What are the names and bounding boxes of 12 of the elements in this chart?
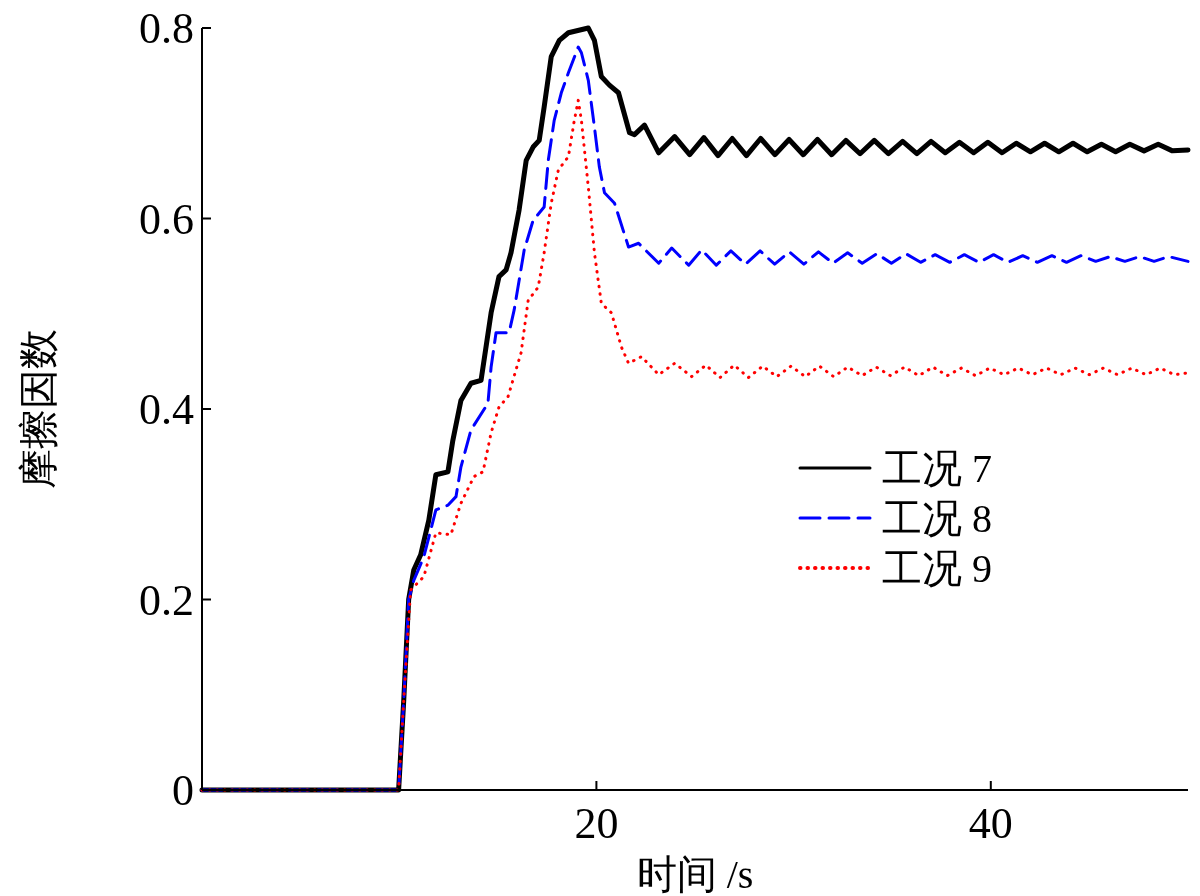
legend-label: 工况 8	[882, 496, 992, 541]
y-tick-label: 0.8	[139, 4, 194, 53]
y-tick-label: 0	[172, 766, 194, 815]
x-axis-title: 时间 /s	[636, 852, 754, 896]
y-tick-label: 0.6	[139, 194, 194, 244]
x-tick-label: 20	[574, 799, 619, 848]
y-tick-label: 0.4	[139, 385, 194, 434]
legend-label: 工况 9	[882, 546, 992, 591]
y-tick-label: 0.2	[139, 575, 194, 625]
x-tick-label: 40	[968, 799, 1013, 848]
y-axis-title: 摩擦因数	[16, 329, 61, 489]
legend-label: 工况 7	[882, 446, 992, 491]
